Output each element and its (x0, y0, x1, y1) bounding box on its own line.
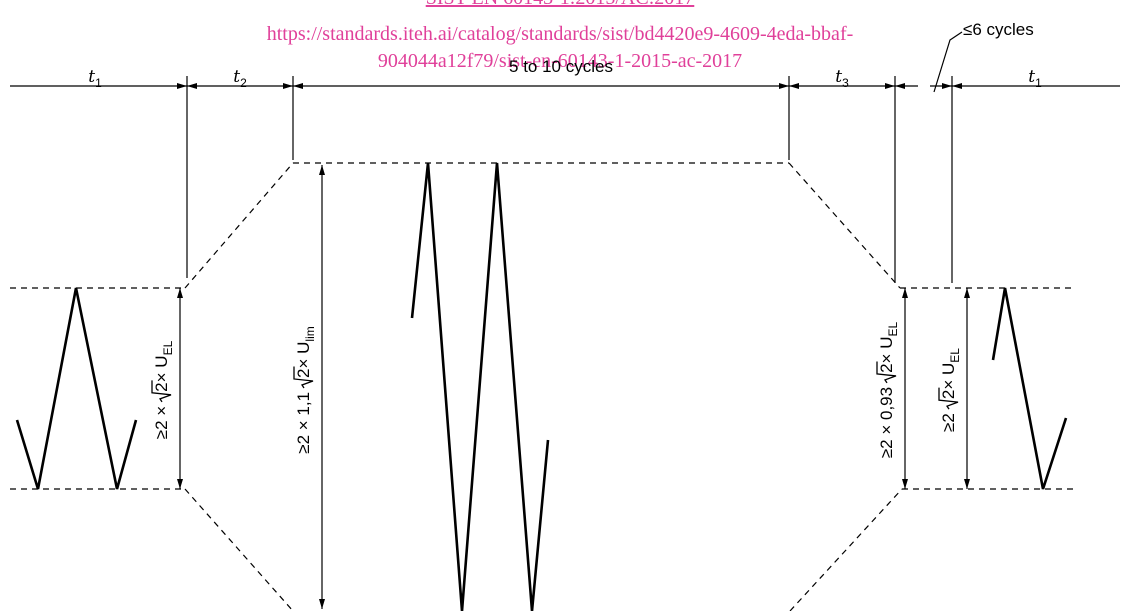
subscript: 1 (1035, 76, 1042, 90)
label-text: × UEL (152, 340, 175, 382)
label-text: × UEL (939, 348, 962, 390)
subscript: EL (948, 348, 962, 363)
label-text: × U (152, 355, 171, 382)
amplitude-label: ≥2 × 1,1 2 × Ulim (293, 326, 317, 454)
label-text: × UEL (877, 322, 900, 364)
radical-sign (876, 361, 897, 384)
radicand: 2 (939, 390, 958, 399)
waveforms (15, 162, 1068, 611)
watermark: 904044a12f79/sist-en-60143-1-2015-ac-201… (378, 50, 742, 72)
label-text: ≥2 × 1,1 (294, 392, 313, 454)
amplitude-label: ≥2 × 0,93 2 × UEL (876, 322, 900, 458)
subscript: 3 (842, 76, 849, 90)
subscript: 1 (95, 76, 102, 90)
time-label: t2 (233, 67, 247, 90)
span-label: 5 to 10 cycles (509, 57, 613, 76)
symbol: t (233, 67, 240, 87)
subscript: lim (303, 326, 317, 341)
radicand: 2 (152, 382, 171, 391)
amplitude-label: ≥2 × 2 × UEL (151, 340, 175, 439)
envelope (10, 162, 1075, 611)
radicand: 2 (877, 363, 896, 372)
watermark: https://standards.iteh.ai/catalog/standa… (267, 23, 854, 45)
amplitude-label: ≥2 2 × UEL (938, 348, 962, 432)
subscript: 2 (240, 76, 247, 90)
symbol: t (835, 67, 842, 87)
time-label: t1 (88, 67, 102, 90)
radical-sign (151, 380, 172, 403)
watermark: SIST EN 60143-1:2015/AC:2017 (426, 0, 695, 9)
label-text: ≥2 × (152, 406, 171, 439)
subscript: EL (886, 322, 900, 337)
label-text: × U (877, 337, 896, 364)
dimension-lines (10, 31, 1120, 609)
symbol: t (1028, 67, 1035, 87)
symbol: t (88, 67, 95, 87)
label-text: ≥2 (939, 413, 958, 432)
label-text: × U (294, 342, 313, 369)
subscript: EL (161, 340, 175, 355)
label-text: × Ulim (294, 326, 317, 368)
label-text: ≥2 × 0,93 (877, 387, 896, 458)
span-label: ≤6 cycles (963, 20, 1034, 39)
radicand: 2 (294, 369, 313, 378)
radical-sign (293, 366, 314, 389)
time-label: t3 (835, 67, 849, 90)
label-text: × U (939, 363, 958, 390)
time-label: t1 (1028, 67, 1042, 90)
radical-sign (938, 387, 959, 410)
